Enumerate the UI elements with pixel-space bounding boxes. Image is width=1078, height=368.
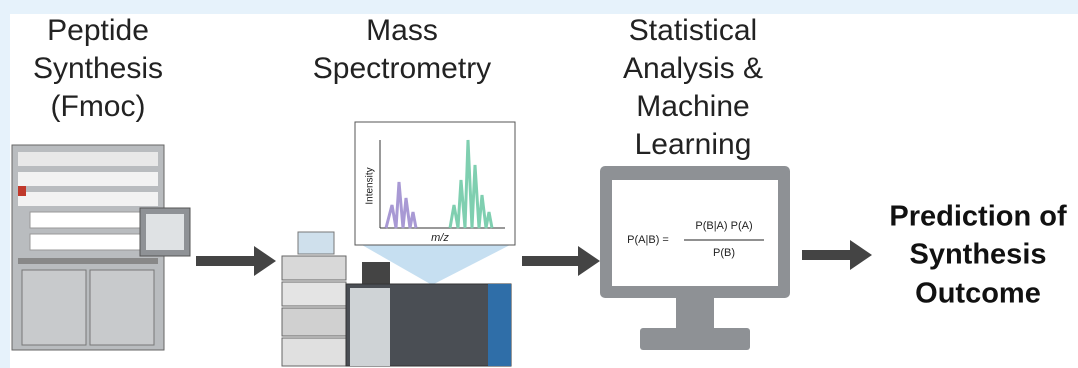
hplc-module [282, 282, 346, 306]
stage-title: Statistical [629, 14, 757, 47]
axis-label: m/z [431, 232, 449, 244]
synth-row [18, 152, 158, 166]
synth-door [22, 270, 86, 345]
outcome-title: Outcome [915, 278, 1041, 310]
bottles [298, 232, 334, 254]
stage-title: Learning [635, 128, 752, 161]
arrow-shaft [802, 250, 852, 260]
arrow-shaft [522, 256, 580, 266]
stage-title: Synthesis [33, 52, 163, 85]
axis-label: Intensity [365, 167, 376, 204]
synth-row [30, 212, 150, 228]
stage-title: Analysis & [623, 52, 763, 85]
synth-row [30, 234, 150, 250]
stage-title: Machine [636, 90, 749, 123]
synth-door [90, 270, 154, 345]
ms-front [350, 288, 390, 366]
monitor-stand [676, 298, 714, 328]
stage-title: (Fmoc) [51, 90, 146, 123]
synth-light [18, 186, 26, 196]
outcome-title: Prediction of [889, 201, 1067, 233]
stage-title: Mass [366, 14, 438, 47]
formula-numerator: P(B|A) P(A) [695, 220, 752, 232]
left-band [0, 0, 10, 368]
stage-title: Peptide [47, 14, 149, 47]
diagram: Peptide Synthesis (Fmoc) Mass Spectromet… [0, 0, 1078, 368]
arrow-shaft [196, 256, 256, 266]
outcome-title: Synthesis [910, 239, 1047, 271]
formula-lhs: P(A|B) = [627, 234, 669, 246]
synthesizer [12, 145, 190, 350]
formula-denominator: P(B) [713, 247, 735, 259]
stage-title: Spectrometry [313, 52, 491, 85]
hplc-module [282, 308, 346, 336]
hplc-module [282, 338, 346, 366]
top-band [0, 0, 1078, 14]
synth-screen-inner [146, 214, 184, 250]
monitor-base [640, 328, 750, 350]
synth-shelf [18, 258, 158, 264]
hplc-module [282, 256, 346, 280]
ms-top [362, 262, 390, 284]
synth-row [18, 192, 158, 206]
ms-side [488, 284, 511, 366]
synth-row [18, 172, 158, 186]
